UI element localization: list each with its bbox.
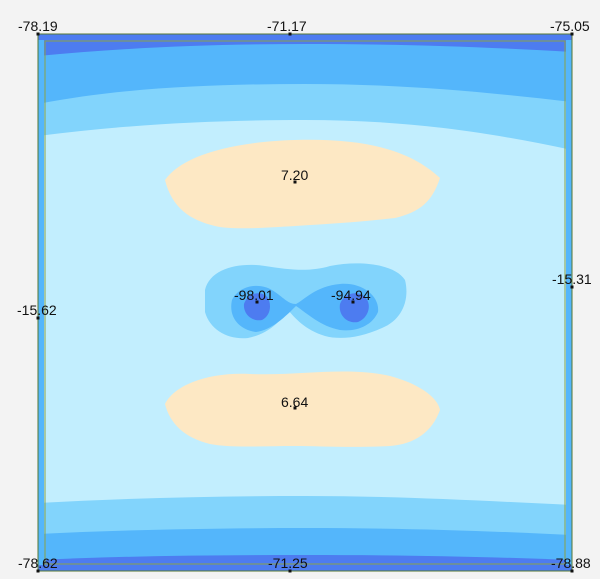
marker-top-left	[36, 32, 40, 36]
label-mid-right: -15.31	[552, 271, 592, 287]
bottom-band-dark	[38, 555, 572, 571]
center-left-peak-dark	[243, 293, 270, 321]
plate-inner-outline	[44, 40, 566, 565]
top-band-medium	[38, 34, 572, 104]
label-top-mid: -71.17	[267, 18, 307, 34]
label-lower-center: 6.64	[281, 394, 309, 410]
marker-top-mid	[288, 32, 292, 36]
marker-upper-center	[293, 180, 297, 184]
lower-positive-zone	[165, 371, 440, 447]
upper-positive-zone	[165, 139, 440, 229]
marker-center-left	[255, 300, 259, 304]
top-band-dark	[38, 34, 572, 56]
marker-lower-center	[293, 406, 297, 410]
label-top-right: -75.05	[550, 18, 590, 34]
label-top-left: -78.19	[18, 18, 58, 34]
label-center-right: -94.94	[331, 287, 371, 303]
plate-outer-outline	[37, 33, 573, 572]
label-center-left: -98.01	[234, 287, 274, 303]
marker-bottom-left	[36, 569, 40, 573]
label-bottom-left: -78.62	[18, 555, 58, 571]
left-edge-strip	[38, 40, 44, 565]
marker-mid-left	[36, 316, 40, 320]
marker-mid-right	[570, 285, 574, 289]
center-right-peak-dark	[339, 293, 369, 323]
center-peak-zone-medium	[231, 283, 379, 332]
marker-bottom-mid	[288, 569, 292, 573]
marker-top-right	[570, 32, 574, 36]
right-edge-strip	[566, 40, 572, 565]
label-upper-center: 7.20	[281, 167, 309, 183]
label-mid-left: -15.62	[17, 302, 57, 318]
label-bottom-right: -78.88	[551, 555, 591, 571]
marker-center-right	[351, 300, 355, 304]
label-bottom-mid: -71.25	[268, 555, 308, 571]
marker-bottom-right	[570, 569, 574, 573]
